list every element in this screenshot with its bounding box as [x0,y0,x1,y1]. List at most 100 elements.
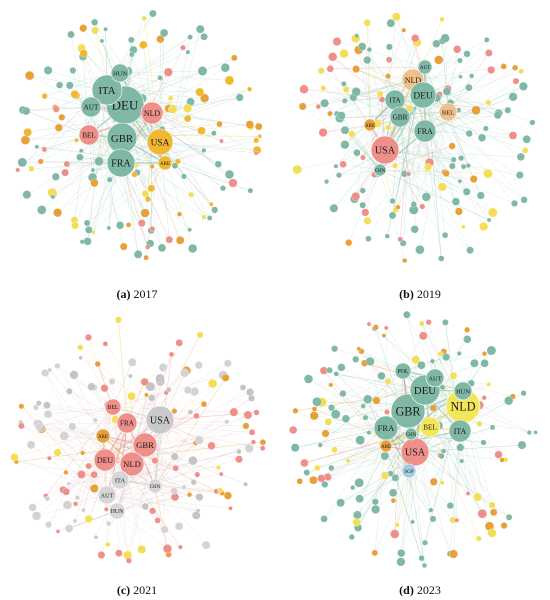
minor-node [484,37,490,43]
minor-node [331,446,338,453]
minor-node [504,106,512,114]
minor-node [371,504,381,514]
minor-node [102,341,109,347]
minor-node [432,39,441,48]
minor-node [158,363,168,372]
caption-year: 2021 [133,583,158,597]
edge [120,162,163,249]
minor-node [453,45,462,54]
minor-node [299,84,309,94]
minor-node [94,156,104,166]
hub-circle [106,148,136,178]
minor-node [141,15,147,21]
minor-node [324,179,330,185]
hub-circle [413,119,437,143]
minor-nodes-group [10,316,267,564]
minor-node [194,471,201,478]
minor-node [145,381,156,392]
minor-node [68,422,77,431]
minor-node [175,236,185,245]
minor-node [59,431,69,441]
minor-node [438,453,445,460]
edge [57,365,104,437]
hub-node-bel: BEL [438,102,458,122]
edge [159,141,257,154]
minor-node [188,191,195,198]
minor-node [359,187,366,194]
minor-node [396,557,406,567]
minor-node [518,68,524,74]
minor-node [188,243,198,254]
minor-node [340,140,350,150]
edge [26,110,90,136]
edge [402,322,429,372]
minor-node [45,521,52,528]
minor-node [336,111,346,121]
minor-node [449,549,458,559]
minor-node [450,156,457,163]
edge [37,423,106,461]
edge [302,106,381,171]
edge [49,457,133,465]
minor-node [329,203,339,213]
hub-circle [373,163,387,177]
minor-node [108,378,116,385]
minor-node [175,339,183,347]
minor-node [365,235,372,242]
caption-letter: (b) [399,287,414,301]
minor-node [480,439,487,446]
minor-node [43,66,53,75]
panel-2019: NLD DEU ITA GBR BEL FRA USA ARE AUT CHN [285,5,550,275]
minor-node [508,131,518,140]
edge [394,99,520,176]
edge [366,22,386,151]
minor-node [348,130,356,138]
edge [77,406,114,498]
edge [154,473,222,487]
edge [424,130,490,221]
minor-node [390,498,397,504]
caption-2021: (c) 2021 [37,583,237,598]
hub-edge [106,422,128,496]
minor-node [246,388,255,397]
minor-node [81,507,86,513]
minor-node [303,469,311,476]
minor-node [339,160,347,168]
minor-node [187,409,193,415]
minor-node [406,171,412,177]
minor-node [418,555,425,562]
minor-node [151,457,159,464]
edge [36,146,166,164]
minor-node [259,439,267,446]
minor-node [332,37,342,46]
minor-node [47,455,52,461]
minor-node [157,243,167,253]
minor-node [326,366,333,374]
minor-node [385,124,392,131]
edge [119,72,200,93]
minor-node [380,471,390,480]
edge [331,370,404,408]
minor-node [460,163,467,170]
minor-node [178,544,183,550]
minor-node [36,400,42,406]
hub-circle [97,485,117,505]
edge [410,433,484,443]
minor-node [133,250,143,259]
edge [330,66,426,70]
minor-node [140,208,150,218]
minor-node [66,481,71,486]
minor-node [429,515,437,523]
minor-node [526,430,532,436]
minor-node [469,175,478,183]
minor-node [328,464,335,471]
minor-node [125,222,132,228]
minor-node [486,345,497,356]
edge [295,410,410,472]
edge [399,116,514,136]
minor-node [473,492,482,502]
minor-node [352,355,360,363]
minor-node [360,154,366,161]
minor-node [214,160,222,168]
minor-node [328,382,334,388]
